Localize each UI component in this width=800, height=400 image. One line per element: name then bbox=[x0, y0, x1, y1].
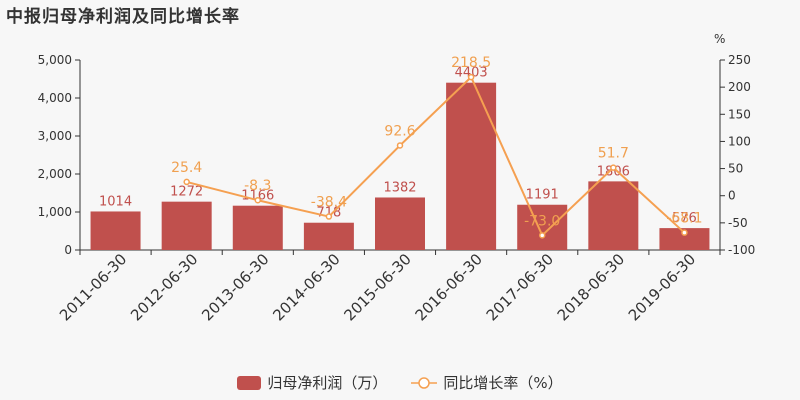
left-tick-label: 4,000 bbox=[38, 91, 72, 105]
bar-value-label: 1272 bbox=[170, 185, 203, 200]
bar bbox=[588, 181, 639, 250]
right-tick-label: 250 bbox=[728, 53, 751, 67]
left-tick-label: 0 bbox=[64, 243, 72, 257]
bar-value-label: 4403 bbox=[455, 66, 488, 81]
legend-line-swatch bbox=[411, 376, 438, 389]
growth-value-label: 218.5 bbox=[451, 55, 491, 71]
bar bbox=[517, 204, 568, 250]
growth-value-label: -73.0 bbox=[524, 213, 560, 229]
x-tick-label: 2018-06-30 bbox=[554, 250, 628, 324]
legend-bar-swatch bbox=[237, 375, 262, 390]
bar bbox=[232, 205, 283, 250]
bar-value-label: 1191 bbox=[526, 188, 559, 203]
growth-value-label: 25.4 bbox=[171, 160, 202, 176]
x-tick-label: 2016-06-30 bbox=[412, 250, 486, 324]
growth-value-label: 92.6 bbox=[384, 123, 415, 139]
right-tick-label: -100 bbox=[728, 243, 755, 257]
x-tick-label: 2015-06-30 bbox=[340, 250, 414, 324]
bar bbox=[659, 228, 710, 250]
growth-value-label: -68.1 bbox=[666, 211, 702, 227]
left-tick-label: 3,000 bbox=[38, 129, 72, 143]
growth-point bbox=[538, 232, 546, 239]
legend-label-profit: 归母净利润（万） bbox=[267, 374, 388, 392]
legend-item-profit[interactable]: 归母净利润（万） bbox=[237, 372, 387, 393]
right-tick-label: 50 bbox=[728, 162, 743, 176]
x-tick-label: 2014-06-30 bbox=[269, 250, 343, 324]
growth-value-label: 51.7 bbox=[598, 146, 629, 162]
legend: 归母净利润（万） 同比增长率（%） bbox=[0, 372, 800, 393]
x-tick-label: 2013-06-30 bbox=[198, 250, 272, 324]
bar bbox=[446, 82, 497, 250]
left-tick-label: 1,000 bbox=[38, 205, 72, 219]
legend-item-growth[interactable]: 同比增长率（%） bbox=[411, 372, 563, 393]
left-tick-label: 2,000 bbox=[38, 167, 72, 181]
right-axis-unit: % bbox=[714, 32, 725, 46]
growth-value-label: -38.4 bbox=[311, 195, 347, 211]
growth-point bbox=[254, 196, 262, 204]
legend-label-growth: 同比增长率（%） bbox=[443, 374, 563, 392]
right-tick-label: 150 bbox=[728, 107, 751, 121]
growth-point bbox=[610, 164, 617, 171]
x-tick-label: 2011-06-30 bbox=[56, 250, 130, 324]
bar bbox=[375, 197, 425, 250]
x-tick-label: 2012-06-30 bbox=[127, 250, 201, 324]
bar bbox=[90, 211, 141, 250]
bar-value-label: 576 bbox=[672, 211, 697, 226]
bar bbox=[161, 201, 212, 250]
growth-point bbox=[681, 229, 688, 236]
bar-value-label: 1382 bbox=[383, 180, 416, 195]
right-tick-label: 200 bbox=[728, 80, 751, 94]
growth-value-label: -8.3 bbox=[244, 178, 271, 194]
growth-point bbox=[183, 178, 190, 186]
right-tick-label: 0 bbox=[728, 189, 736, 203]
growth-point bbox=[467, 73, 475, 81]
right-tick-label: -50 bbox=[728, 216, 748, 230]
growth-line bbox=[186, 75, 686, 238]
bar-value-label: 1166 bbox=[241, 189, 274, 204]
growth-point bbox=[396, 142, 404, 149]
x-tick-label: 2019-06-30 bbox=[625, 250, 699, 324]
growth-point bbox=[325, 213, 333, 220]
bar bbox=[303, 222, 354, 250]
bar-value-label: 1014 bbox=[99, 194, 132, 209]
x-tick-label: 2017-06-30 bbox=[483, 250, 557, 324]
left-tick-label: 5,000 bbox=[38, 53, 72, 67]
right-tick-label: 100 bbox=[728, 134, 751, 148]
chart-title: 中报归母净利润及同比增长率 bbox=[6, 7, 240, 27]
